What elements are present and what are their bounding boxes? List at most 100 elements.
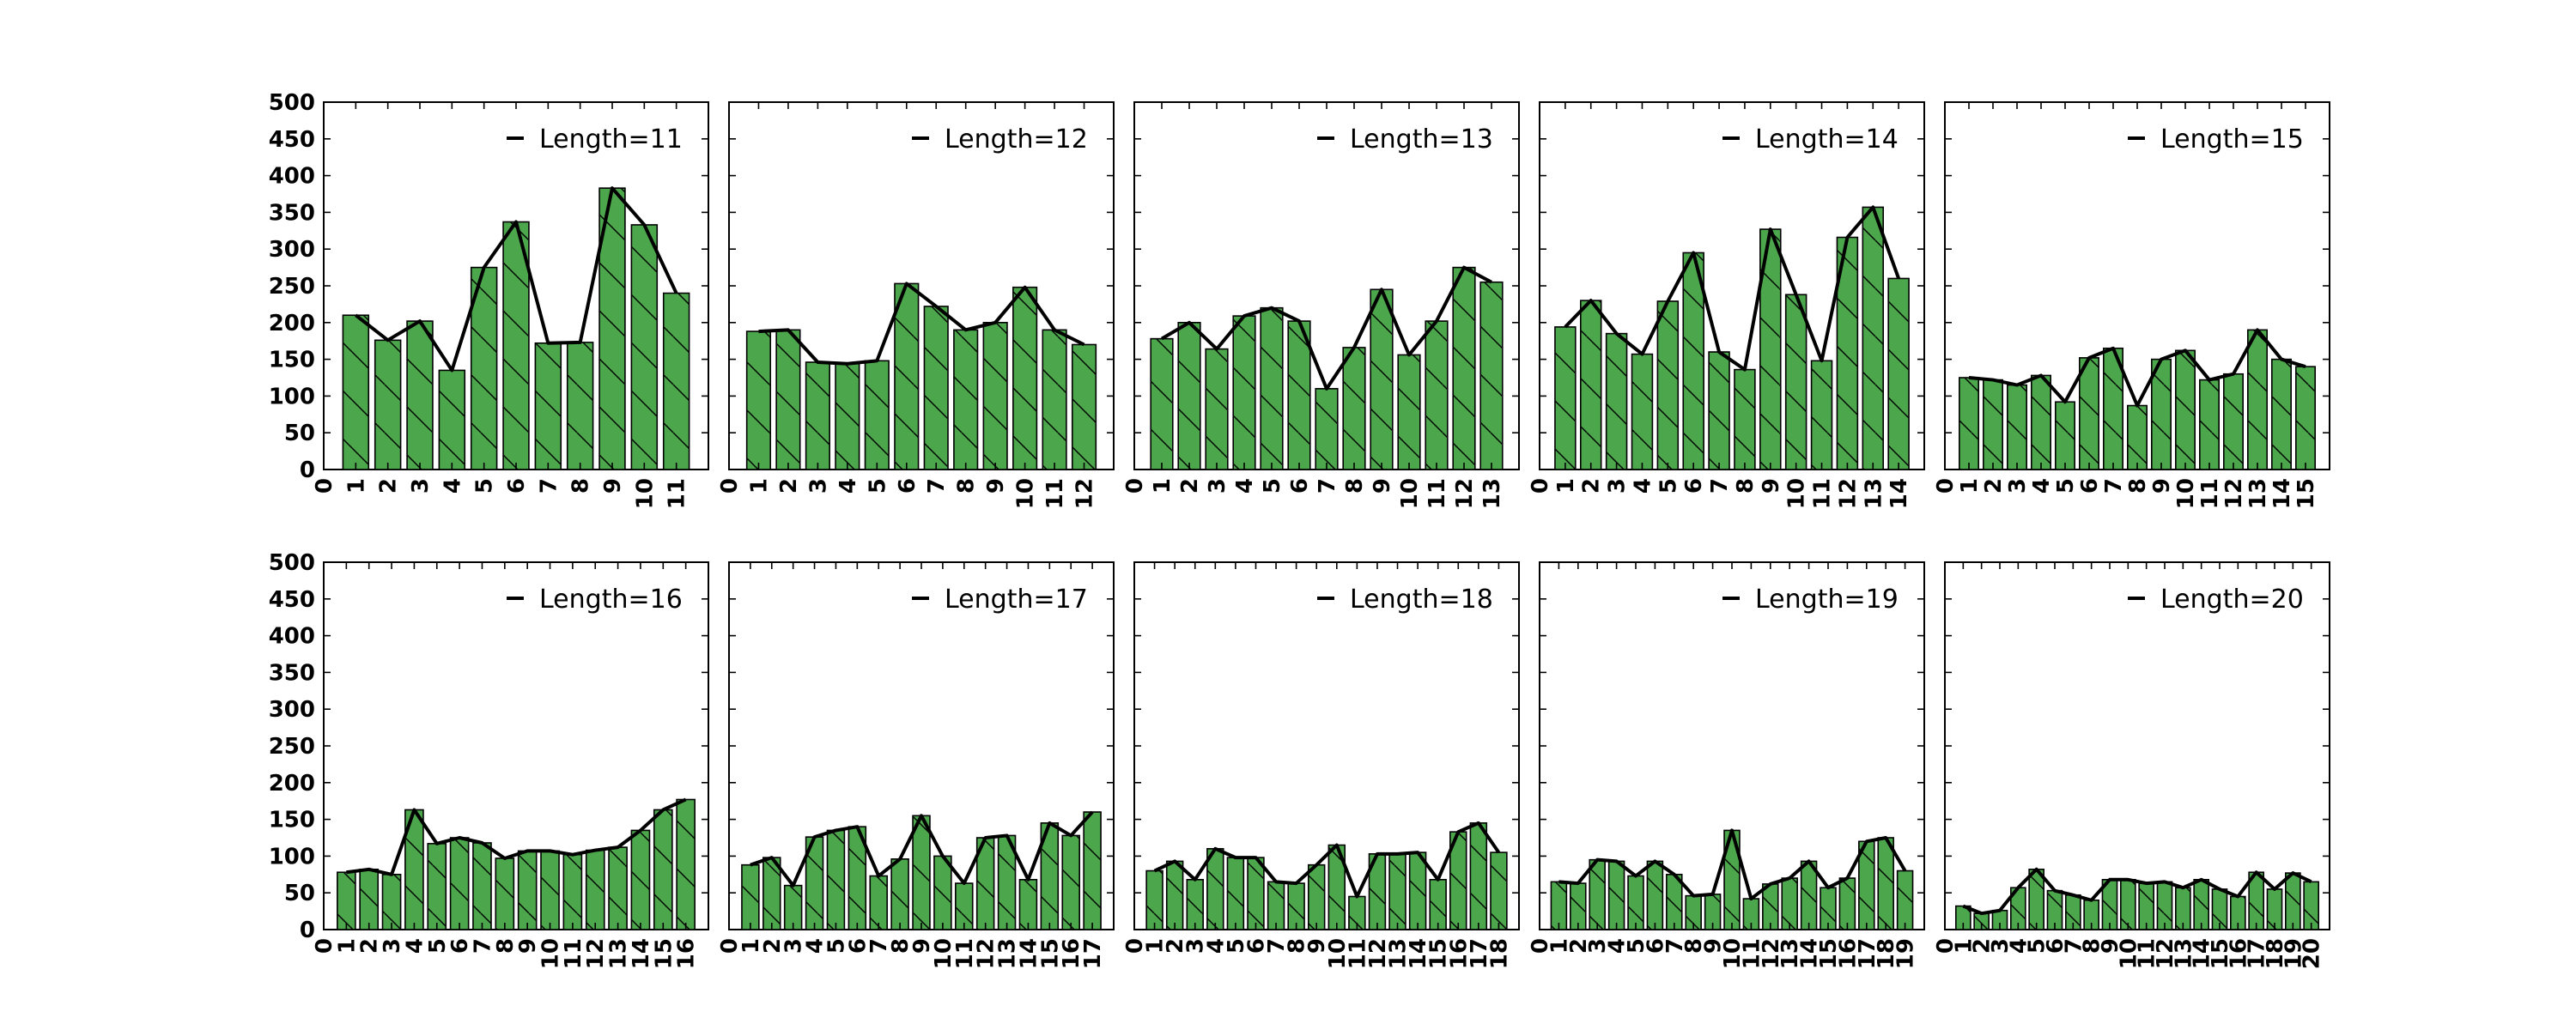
bar-hatch xyxy=(631,830,650,930)
bar-hatch xyxy=(2157,882,2172,930)
x-tick-label: 11 xyxy=(1042,478,1068,509)
x-tick-label: 0 xyxy=(717,478,743,494)
y-tick-label: 200 xyxy=(269,771,315,797)
x-tick-label: 0 xyxy=(1122,938,1148,954)
x-tick-label: 4 xyxy=(2006,938,2032,954)
y-tick-label: 350 xyxy=(269,660,315,686)
bar-hatch xyxy=(2285,873,2300,930)
x-tick-label: 16 xyxy=(1446,938,1472,969)
bar-hatch xyxy=(776,330,800,470)
bar-hatch xyxy=(1974,913,1990,930)
bar-hatch xyxy=(2029,869,2044,930)
series-line xyxy=(1160,265,1492,391)
x-tick-label: 13 xyxy=(1479,478,1505,509)
x-tick-label: 4 xyxy=(1203,938,1229,954)
x-tick-label: 2 xyxy=(1970,938,1996,954)
x-tick-label: 8 xyxy=(2080,938,2105,954)
x-tick-label: 10 xyxy=(1397,478,1423,509)
bar-hatch xyxy=(1288,883,1305,930)
bar-hatch xyxy=(1551,882,1567,930)
x-tick-label: 11 xyxy=(2197,478,2223,509)
bar-hatch xyxy=(609,847,628,930)
bar-hatch xyxy=(1606,333,1627,470)
y-tick-label: 200 xyxy=(269,311,315,336)
legend-label: Length=14 xyxy=(1755,124,1899,154)
series-line xyxy=(1153,821,1501,899)
bar-hatch xyxy=(848,827,866,930)
x-tick-label: 2 xyxy=(1566,938,1592,954)
bar-hatch xyxy=(1453,267,1475,470)
bar-hatch xyxy=(1398,354,1420,470)
bar-hatch xyxy=(1146,870,1163,930)
bar-hatch xyxy=(1983,379,2003,470)
x-tick-label: 8 xyxy=(1681,938,1707,954)
x-tick-label: 4 xyxy=(803,938,829,954)
bar-hatch xyxy=(2212,888,2227,930)
x-tick-label: 15 xyxy=(1426,938,1452,969)
bar-hatch xyxy=(1762,883,1778,930)
bar-hatch xyxy=(567,342,593,470)
x-tick-label: 3 xyxy=(2005,478,2031,494)
x-tick-label: 18 xyxy=(1874,938,1899,969)
bar-hatch xyxy=(2120,879,2136,930)
bar-hatch xyxy=(2103,348,2123,470)
x-tick-label: 10 xyxy=(2173,478,2199,509)
y-tick-label: 300 xyxy=(269,697,315,723)
legend-label: Length=15 xyxy=(2160,124,2304,154)
x-tick-label: 8 xyxy=(568,478,594,494)
x-tick-label: 7 xyxy=(1264,938,1290,954)
y-tick-label: 0 xyxy=(300,918,315,943)
x-tick-label: 7 xyxy=(924,478,950,494)
x-tick-label: 9 xyxy=(2098,938,2123,954)
x-tick-label: 1 xyxy=(1150,478,1176,494)
x-tick-label: 9 xyxy=(909,938,935,954)
bar-hatch xyxy=(933,856,951,930)
bar-hatch xyxy=(1480,282,1503,470)
x-tick-label: 15 xyxy=(2208,938,2233,969)
bar-hatch xyxy=(2010,888,2026,930)
bar-hatch xyxy=(404,809,423,930)
bar-hatch xyxy=(1657,300,1679,470)
bar-hatch xyxy=(2199,379,2220,470)
x-tick-label: 19 xyxy=(1893,938,1919,969)
x-tick-label: 14 xyxy=(2269,478,2295,509)
bar-hatch xyxy=(450,838,469,930)
bar-hatch xyxy=(2304,882,2319,930)
x-tick-label: 11 xyxy=(561,938,586,969)
x-tick-label: 5 xyxy=(1656,478,1681,494)
x-tick-label: 12 xyxy=(583,938,609,969)
y-tick-label: 500 xyxy=(269,90,315,116)
x-tick-label: 7 xyxy=(2061,938,2087,954)
bar-hatch xyxy=(1862,207,1884,470)
bar-hatch xyxy=(428,843,447,930)
bar-hatch xyxy=(2031,375,2051,470)
x-tick-label: 3 xyxy=(1605,478,1631,494)
x-tick-label: 7 xyxy=(470,938,495,954)
bar-hatch xyxy=(337,872,355,930)
bar-hatch xyxy=(1608,861,1625,930)
bar-hatch xyxy=(382,874,401,930)
y-tick-label: 100 xyxy=(269,384,315,409)
bar-hatch xyxy=(955,883,973,930)
x-tick-label: 6 xyxy=(504,478,530,494)
bar-hatch xyxy=(1267,882,1285,930)
bar-hatch xyxy=(1683,252,1704,470)
x-tick-label: 12 xyxy=(2153,938,2178,969)
series-line xyxy=(1968,328,2306,408)
bar-hatch xyxy=(1878,838,1894,930)
bar-hatch xyxy=(2151,359,2172,470)
bar-hatch xyxy=(1248,857,1264,930)
bar-hatch xyxy=(1801,861,1817,930)
x-tick-label: 10 xyxy=(931,938,957,969)
bar-hatch xyxy=(1348,896,1365,930)
x-tick-label: 6 xyxy=(895,478,920,494)
bar-hatch xyxy=(2065,894,2081,930)
bar-hatch xyxy=(1308,864,1325,930)
x-tick-label: 8 xyxy=(888,938,914,954)
y-tick-label: 400 xyxy=(269,624,315,650)
x-tick-label: 5 xyxy=(1260,478,1285,494)
legend-label: Length=11 xyxy=(539,124,683,154)
